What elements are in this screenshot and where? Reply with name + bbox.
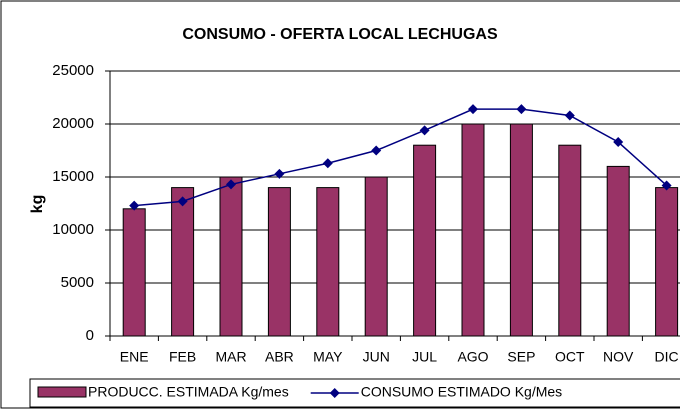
- x-tick-label: JUN: [363, 349, 390, 365]
- legend-label: PRODUCC. ESTIMADA Kg/mes: [88, 384, 289, 400]
- bar: [219, 176, 243, 337]
- y-tick-label: 25000: [52, 62, 94, 79]
- bar: [509, 123, 533, 337]
- x-tick-label: JUL: [412, 349, 437, 365]
- x-tick-label: MAR: [215, 349, 246, 365]
- marker: [177, 196, 188, 207]
- marker: [516, 104, 527, 115]
- marker: [226, 179, 236, 190]
- chart-title: CONSUMO - OFERTA LOCAL LECHUGAS: [182, 26, 498, 43]
- bar: [122, 208, 146, 337]
- marker: [274, 168, 285, 179]
- x-tick-label: OCT: [555, 349, 585, 365]
- x-tick-label: FEB: [169, 349, 196, 365]
- y-tick-label: 5000: [61, 274, 94, 291]
- marker: [419, 125, 430, 136]
- marker: [468, 104, 478, 115]
- x-tick-label: ENE: [120, 349, 149, 365]
- y-tick-label: 15000: [52, 168, 94, 185]
- y-axis-label: kg: [29, 195, 46, 214]
- marker: [564, 110, 575, 121]
- bar: [316, 187, 340, 337]
- x-tick-label: ABR: [265, 349, 294, 365]
- legend-swatch: [37, 386, 87, 398]
- x-tick-label: SEP: [507, 349, 535, 365]
- x-tick-label: MAY: [313, 349, 343, 365]
- marker: [371, 145, 382, 156]
- bar: [171, 187, 195, 337]
- bar: [364, 176, 388, 337]
- y-tick-label: 0: [86, 327, 94, 344]
- marker: [613, 137, 624, 148]
- marker: [322, 158, 333, 169]
- legend-marker: [329, 388, 340, 398]
- legend-label: CONSUMO ESTIMADO Kg/Mes: [361, 384, 562, 400]
- bar: [461, 123, 485, 337]
- marker: [129, 200, 140, 211]
- bar: [606, 165, 630, 337]
- bar: [558, 144, 582, 337]
- y-tick-label: 20000: [52, 115, 94, 132]
- x-tick-label: DIC: [655, 349, 679, 365]
- y-tick-label: 10000: [52, 221, 94, 238]
- marker: [661, 180, 672, 191]
- bar: [267, 187, 291, 337]
- bar: [655, 187, 679, 337]
- bar: [413, 144, 437, 337]
- line: [134, 108, 668, 207]
- x-tick-label: NOV: [603, 349, 634, 365]
- x-tick-label: AGO: [457, 349, 488, 365]
